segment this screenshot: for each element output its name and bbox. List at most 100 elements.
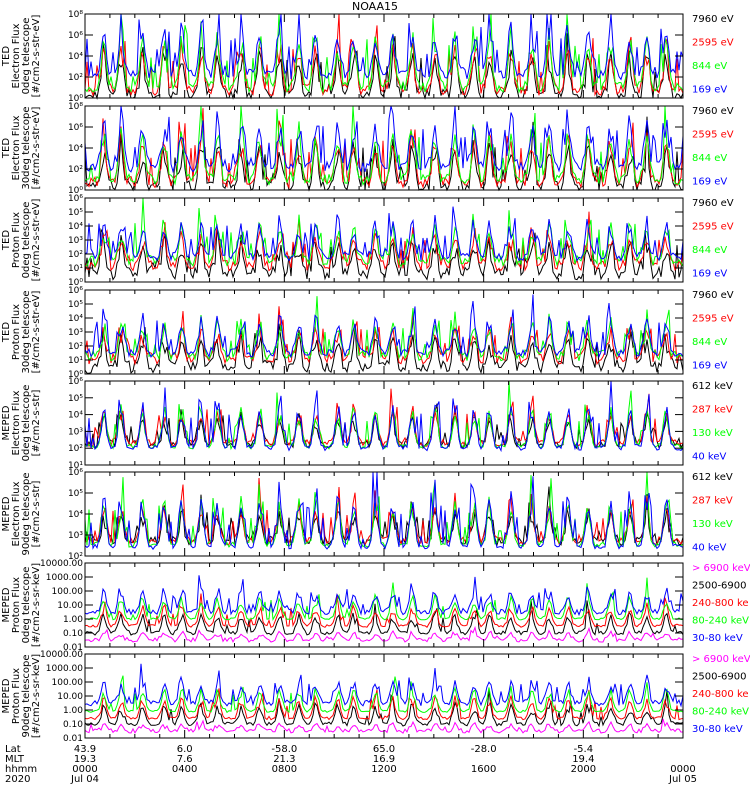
panel-frame	[84, 653, 684, 739]
series-line-2	[84, 108, 684, 190]
legend-entry: 2500-6900	[692, 581, 747, 592]
legend-entry: 2595 eV	[692, 38, 734, 49]
series-line-4	[84, 294, 684, 359]
y-tick-label: 10³	[68, 236, 83, 246]
legend-entry: 7960 eV	[692, 290, 734, 301]
panel-4: 10⁰ 10¹ 10² 10³ 10⁴ 10⁵ 10⁶ TED Proton Flux 30deg…	[1, 286, 734, 380]
panel-1: 10⁰ 10² 10⁴ 10⁶ 10⁸ TED Electron Flux 0deg tele…	[1, 10, 734, 104]
y-axis-label-line: MEPED	[1, 405, 12, 440]
series-line-5	[84, 575, 684, 617]
y-tick-label: 10⁰	[68, 370, 83, 380]
y-axis-label-line: MEPED	[1, 678, 12, 713]
legend-entry: 169 eV	[692, 177, 727, 188]
legend-entry: > 6900 keV	[692, 563, 750, 574]
y-axis-label-line: Electron Flux	[11, 481, 22, 546]
y-tick-label: 10⁰	[68, 278, 83, 288]
y-axis-label-line: [#/cm2-s-str-eV]	[31, 107, 42, 190]
y-axis-label-line: [#/cm2-s-str-eV]	[31, 15, 42, 98]
y-tick-label: 10³	[68, 531, 83, 541]
legend-entry: 7960 eV	[692, 106, 734, 117]
y-axis-label-line: [#/cm2-s-str-eV]	[31, 199, 42, 282]
footer-hhmm-value: 0000	[72, 764, 98, 775]
series-line-4	[84, 206, 684, 262]
y-axis-label-line: Electron Flux	[11, 23, 22, 88]
y-tick-label: 10³	[68, 427, 83, 437]
y-tick-label: 10⁴	[68, 222, 83, 232]
footer-mlt-value: 7.6	[176, 754, 193, 765]
series-line-3	[84, 197, 684, 269]
y-tick-label: 100.00	[52, 587, 84, 597]
y-tick-label: 10⁵	[68, 489, 83, 499]
footer-lat-value: -58.0	[271, 744, 298, 755]
y-axis-label-line: 0deg telescope	[21, 385, 32, 462]
legend-entry: 240-800 ke	[692, 689, 749, 700]
y-axis-label-line: 90deg telescope	[21, 654, 32, 737]
legend-entry: 30-80 keV	[692, 633, 743, 644]
y-tick-label: 10⁴	[68, 510, 83, 520]
y-tick-label: 1.00	[63, 615, 83, 625]
y-axis-label-line: 30deg telescope	[21, 290, 32, 373]
footer-lat-value: 65.0	[372, 744, 396, 755]
panel-7: 0.01 0.10 1.00 10.00 100.00 1000.00 10000.00 ME…	[1, 559, 750, 653]
y-tick-label: 10²	[68, 250, 83, 260]
y-tick-label: 0.01	[63, 643, 83, 653]
footer-row-label: 2020	[5, 774, 31, 785]
footer-hhmm-value: 0000	[670, 764, 696, 775]
y-tick-label: 10⁰	[68, 94, 83, 104]
series-line-4	[84, 105, 684, 174]
legend-entry: 2595 eV	[692, 130, 734, 141]
series-line-3	[84, 688, 684, 721]
legend-entry: 287 keV	[692, 405, 733, 416]
footer-hhmm-value: 1600	[470, 764, 497, 775]
footer-date-value: Jul 04	[71, 774, 99, 785]
y-tick-label: 0.10	[63, 629, 83, 639]
y-axis-label-line: Electron Flux	[11, 115, 22, 180]
footer-mlt-value: 19.4	[572, 754, 595, 765]
y-tick-label: 10⁵	[68, 208, 83, 218]
legend-entry: 80-240 keV	[692, 616, 749, 627]
y-axis-label-line: MEPED	[1, 587, 12, 622]
y-tick-label: 10⁰	[68, 186, 83, 196]
footer-hhmm-value: 1200	[371, 764, 397, 775]
legend-entry: 2595 eV	[692, 222, 734, 233]
legend-entry: 169 eV	[692, 361, 727, 372]
legend-entry: 40 keV	[692, 543, 726, 554]
y-axis-label-line: Proton Flux	[11, 212, 22, 268]
panel-3: 10⁰ 10¹ 10² 10³ 10⁴ 10⁵ 10⁶ TED Proton Flux 0deg …	[1, 194, 734, 288]
series-line-4	[84, 471, 684, 551]
y-axis-label-line: 30deg telescope	[21, 106, 32, 189]
series-line-3	[84, 13, 684, 95]
panel-5: 10¹ 10² 10³ 10⁴ 10⁵ 10⁶ MEPED Electron Flux 0deg…	[1, 377, 733, 471]
y-axis-label-line: 0deg telescope	[21, 567, 32, 644]
y-tick-label: 10⁵	[68, 394, 83, 404]
footer-lat-value: 6.0	[176, 744, 193, 755]
footer-lat-value: -28.0	[470, 744, 497, 755]
y-tick-label: 10⁶	[68, 31, 83, 41]
legend-entry: 130 keV	[692, 428, 733, 439]
y-tick-label: 10¹	[68, 356, 83, 366]
series-line-4	[84, 380, 684, 453]
y-tick-label: 10⁸	[68, 102, 83, 112]
y-axis-label-line: TED	[1, 322, 12, 343]
series-line-1	[84, 486, 684, 547]
y-axis-label-line: 0deg telescope	[21, 18, 32, 95]
y-tick-label: 100.00	[52, 678, 84, 688]
y-tick-label: 10⁴	[68, 52, 83, 62]
panel-2: 10⁰ 10² 10⁴ 10⁶ 10⁸ TED Electron Flux 30deg tel…	[1, 102, 734, 196]
y-axis-label-line: TED	[1, 138, 12, 159]
y-tick-label: 0.01	[63, 734, 83, 744]
y-tick-label: 10.00	[57, 692, 83, 702]
panel-6: 10² 10³ 10⁴ 10⁵ 10⁶ MEPED Electron Flux 90deg t…	[1, 468, 733, 562]
y-axis-label-line: 90deg telescope	[21, 472, 32, 555]
y-tick-label: 10⁸	[68, 10, 83, 20]
y-tick-label: 10¹	[68, 461, 83, 471]
series-line-4	[84, 13, 684, 81]
y-tick-label: 10⁴	[68, 144, 83, 154]
series-line-2	[84, 211, 684, 272]
legend-entry: 2500-6900	[692, 672, 747, 683]
y-tick-label: 10³	[68, 328, 83, 338]
y-tick-label: 10.00	[57, 601, 83, 611]
y-tick-label: 10²	[68, 342, 83, 352]
footer-mlt-value: 21.3	[273, 754, 296, 765]
panel-frame	[84, 562, 684, 648]
